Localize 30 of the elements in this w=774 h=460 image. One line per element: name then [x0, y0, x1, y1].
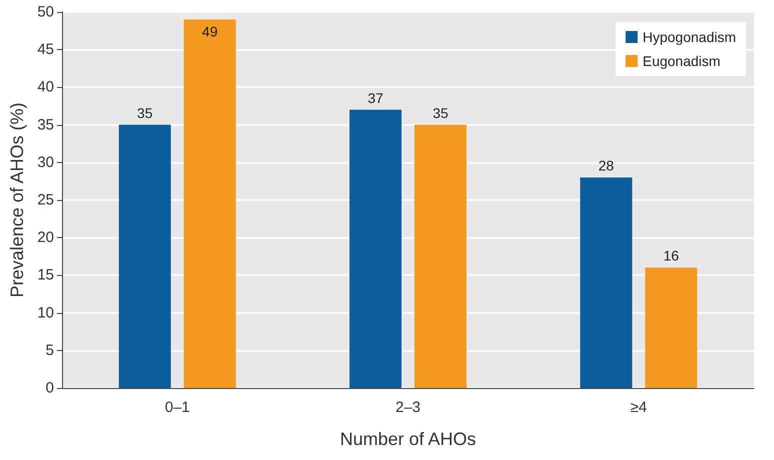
data-label: 35: [432, 104, 448, 121]
y-tick-label: 35: [37, 116, 54, 134]
y-axis-title: Prevalence of AHOs (%): [7, 102, 27, 298]
data-label: 49: [202, 24, 218, 40]
bar: [184, 20, 236, 388]
data-label: 37: [368, 90, 384, 106]
y-tick-label: 10: [37, 304, 54, 322]
y-tick-label: 50: [37, 4, 54, 20]
data-label: 16: [663, 248, 680, 264]
x-axis-title: Number of AHOs: [340, 429, 476, 449]
legend-label: Eugonadism: [642, 53, 720, 69]
data-label: 28: [598, 157, 614, 174]
y-tick-label: 20: [37, 229, 54, 246]
bar: [645, 268, 698, 388]
y-tick-label: 45: [37, 41, 54, 58]
y-tick-label: 15: [37, 266, 54, 284]
x-tick-label: 0–1: [164, 399, 190, 416]
bar: [350, 110, 402, 388]
y-tick-label: 5: [46, 342, 54, 359]
bar: [118, 124, 171, 388]
bar: [580, 177, 632, 388]
x-tick-label: 2–3: [395, 399, 421, 416]
x-tick-label: ≥4: [630, 399, 647, 416]
data-label: 35: [137, 104, 153, 121]
y-tick-label: 25: [37, 192, 54, 208]
y-tick-label: 40: [37, 78, 54, 96]
legend-label: Hypogonadism: [642, 29, 736, 45]
y-tick-label: 0: [46, 380, 54, 396]
y-tick-label: 30: [37, 154, 54, 171]
bar: [414, 124, 466, 388]
